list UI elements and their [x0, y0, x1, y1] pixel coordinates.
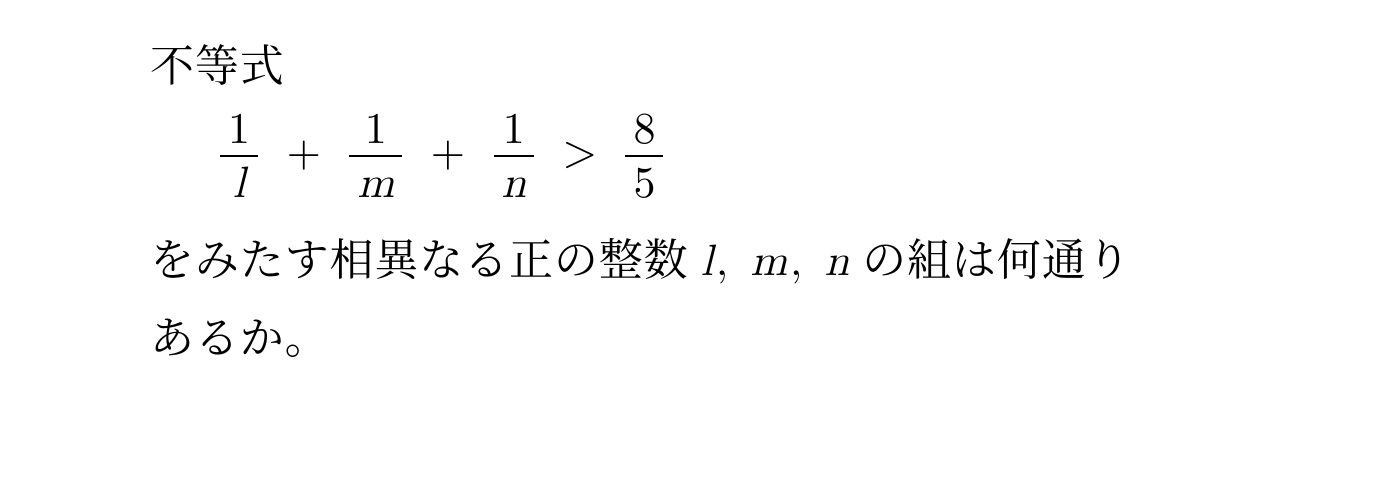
fraction-1-over-n: 1 n	[494, 108, 534, 206]
frac2-den: m	[349, 157, 402, 206]
frac2-num: 1	[349, 108, 402, 157]
frac3-den: n	[494, 157, 534, 206]
fraction-8-over-5: 8 5	[625, 108, 663, 206]
var-n: n	[825, 240, 850, 284]
var-l: l	[701, 240, 714, 284]
frac1-den: l	[220, 157, 258, 206]
display-formula: 1 l + 1 m + 1 n > 8 5	[220, 108, 1250, 206]
line-1: 不等式	[150, 40, 1250, 84]
fraction-1-over-l: 1 l	[220, 108, 258, 206]
var-sep-1: ,	[714, 240, 751, 284]
relation-gt: >	[549, 131, 611, 175]
line-1-text: 不等式	[150, 30, 285, 94]
plus-1: +	[273, 131, 335, 175]
var-sep-2: ,	[788, 240, 825, 284]
plus-2: +	[417, 131, 479, 175]
line-2-suffix: の組は何通り	[850, 224, 1131, 288]
line-2: をみたす相異なる正の整数 l, m, n の組は何通り	[150, 234, 1250, 284]
line-3-text: あるか。	[150, 302, 330, 366]
line-3: あるか。	[150, 312, 1250, 356]
fraction-1-over-m: 1 m	[349, 108, 402, 206]
frac3-num: 1	[494, 108, 534, 157]
frac1-num: 1	[220, 108, 258, 157]
problem-container: 不等式 1 l + 1 m + 1 n > 8 5 をみたす相異なる正の整数 l…	[0, 0, 1400, 404]
rhs-den: 5	[625, 157, 663, 206]
var-m: m	[750, 240, 788, 284]
rhs-num: 8	[625, 108, 663, 157]
line-2-prefix: をみたす相異なる正の整数	[150, 224, 701, 288]
